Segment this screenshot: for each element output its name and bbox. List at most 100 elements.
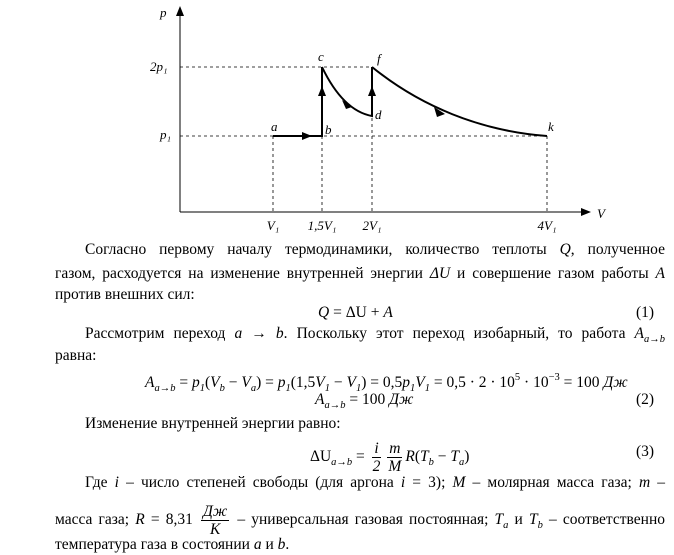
text: , полученное [570, 241, 665, 258]
symbol: A [145, 374, 155, 391]
text-line: газом, расходуется на изменение внутренн… [55, 264, 665, 284]
text-line: Где i – число степеней свободы (для арго… [85, 473, 665, 493]
symbol: V [241, 374, 251, 391]
x-label: 1,5V₁ [308, 218, 337, 233]
text: против внешних сил: [55, 286, 195, 303]
numerator: m [387, 440, 403, 458]
symbol: V [346, 374, 356, 391]
axis-label: p [159, 5, 167, 20]
text: ( [204, 374, 211, 391]
subscript: 1 [199, 383, 205, 394]
equation: Aa→b = 100 Дж [315, 390, 413, 416]
axes [179, 14, 583, 213]
subscript: b [428, 457, 434, 469]
equation: Aa→b = p1(Vb − Va) = p1(1,5V1 − V1) = 0,… [145, 368, 628, 399]
denominator: К [209, 521, 221, 538]
y-label: p₁ [159, 127, 171, 142]
point-label: d [375, 107, 382, 122]
symbol: Дж [603, 374, 628, 391]
symbol: T [494, 511, 504, 529]
text: ) [464, 448, 470, 466]
subscript: 1 [355, 383, 362, 394]
text: ΔU [310, 448, 332, 466]
symbol: A [634, 325, 644, 342]
denominator: M [388, 458, 402, 475]
subscript: a [250, 383, 257, 394]
equation: ΔUa→b = i 2 m M R(Tb − Ta) [310, 440, 469, 475]
symbol: V [210, 374, 220, 391]
text: и [261, 536, 278, 553]
symbol: ΔU [429, 265, 451, 282]
symbol: Q [559, 241, 571, 258]
symbol: p [277, 374, 286, 391]
text: = 3); [405, 474, 453, 491]
text: → [242, 325, 276, 342]
text-line: Изменение внутренней энергии равно: [85, 414, 341, 434]
text: – универсальная газовая постоянная; [231, 511, 495, 529]
equation-number: (2) [636, 391, 655, 408]
text: ( [414, 448, 420, 466]
subscript: a→b [324, 400, 346, 411]
dashed-guides [180, 66, 548, 212]
text: (1,5 [290, 374, 316, 391]
text: температура газа в состоянии [55, 536, 254, 553]
text: · 10 [520, 374, 549, 391]
text-line: Согласно первому началу термодинамики, к… [85, 240, 665, 260]
text: – [650, 474, 666, 491]
text: − [330, 374, 347, 391]
subscript: 1 [410, 383, 416, 394]
process-curve [273, 66, 548, 137]
symbol: T [528, 511, 538, 529]
symbol: R [135, 511, 145, 529]
symbol: A [383, 304, 393, 321]
text: . Поскольку этот переход изобарный, то р… [283, 325, 635, 342]
symbol: A [655, 265, 665, 282]
subscript: 1 [424, 383, 430, 394]
numerator: Дж [200, 503, 230, 521]
text: равна: [55, 347, 97, 364]
symbol: p [191, 374, 200, 391]
symbol: M [452, 474, 466, 491]
text-line: масса газа; R = 8,31 Дж К – универсальная… [55, 503, 665, 538]
text: − [433, 448, 451, 466]
symbol: T [450, 448, 459, 466]
symbol: Дж [389, 391, 414, 408]
text: – соответственно [542, 511, 665, 529]
text-line: температура газа в состоянии a и b. [55, 535, 289, 555]
axis-label: V [597, 206, 607, 221]
text: и совершение газом работы [450, 265, 656, 282]
point-label: c [318, 49, 324, 64]
superscript: −3 [548, 372, 560, 383]
superscript: 5 [514, 372, 521, 383]
text: Рассмотрим переход [85, 325, 235, 342]
text: = 100 [345, 391, 390, 408]
symbol: T [419, 448, 429, 466]
subscript: a→b [331, 457, 353, 469]
symbol: A [315, 391, 325, 408]
symbol: i [400, 474, 406, 491]
equation-number: (1) [636, 304, 655, 321]
text: = [352, 448, 369, 466]
subscript: 1 [285, 383, 291, 394]
symbol: a [234, 325, 243, 342]
subscript: b [219, 383, 225, 394]
subscript: a [458, 457, 465, 469]
text: Согласно первому началу термодинамики, к… [85, 241, 560, 258]
subscript: a [503, 520, 509, 532]
subscript: 1 [324, 383, 330, 394]
symbol: p [402, 374, 410, 391]
x-label: 4V₁ [538, 218, 557, 233]
symbol: V [315, 374, 325, 391]
symbol: V [415, 374, 425, 391]
pv-diagram: p V 2p₁ p₁ V₁ 1,5V₁ 2V₁ 4V₁ a b c d f k [150, 5, 607, 233]
x-label: 2V₁ [363, 218, 382, 233]
numerator: i [372, 440, 381, 458]
equation: Q = ΔU + A [318, 303, 393, 323]
text: . [285, 536, 290, 553]
text: – число степеней свободы (для аргона [118, 474, 401, 491]
equation-number: (3) [636, 443, 655, 460]
